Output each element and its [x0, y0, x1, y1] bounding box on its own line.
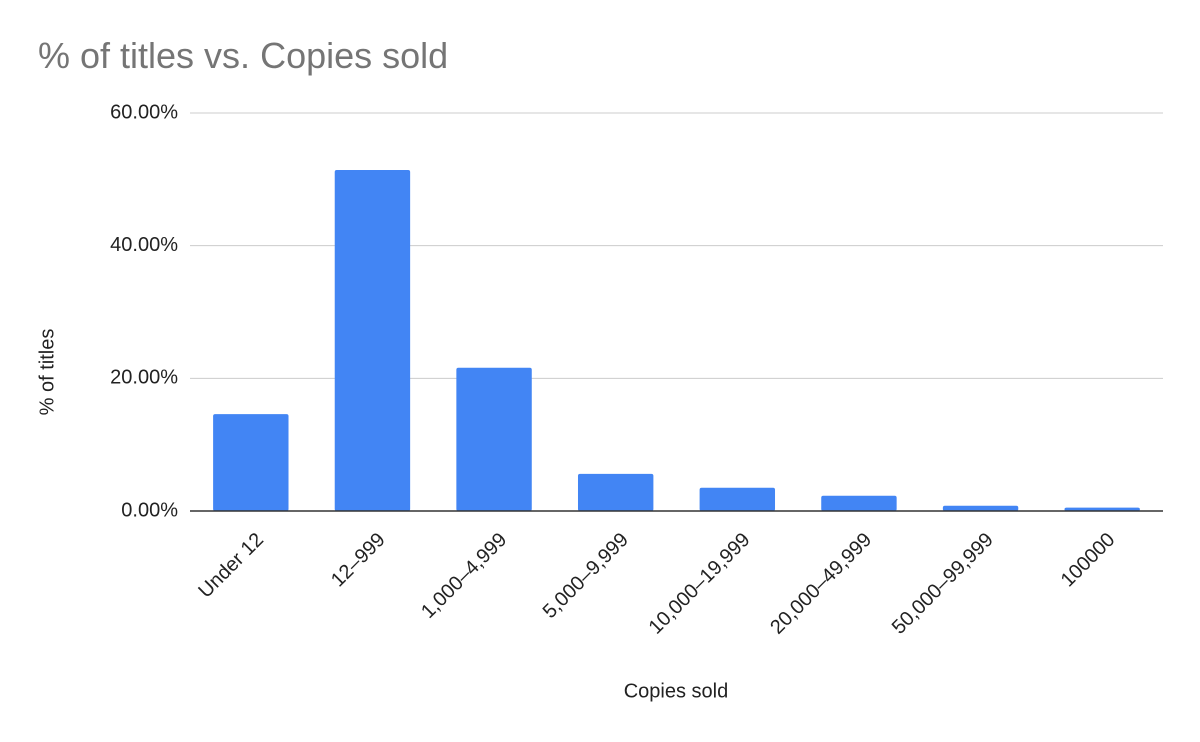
x-tick-label: 12–999	[327, 529, 390, 592]
bar	[699, 487, 776, 511]
x-tick-label: Under 12	[194, 529, 268, 603]
chart-title: % of titles vs. Copies sold	[38, 35, 448, 76]
y-tick-label: 40.00%	[110, 234, 178, 256]
bar	[213, 414, 289, 511]
x-tick-label: 20,000–49,999	[766, 529, 876, 639]
bar	[942, 505, 1019, 511]
x-tick-label: 100000	[1057, 529, 1120, 592]
bar	[334, 170, 411, 511]
y-tick-label: 0.00%	[121, 499, 178, 521]
x-tick-label: 10,000–19,999	[645, 529, 755, 639]
x-tick-label: 50,000–99,999	[888, 529, 998, 639]
bar	[1064, 507, 1140, 511]
bar	[577, 473, 654, 511]
y-axis-title: % of titles	[36, 329, 58, 416]
y-tick-label: 60.00%	[110, 101, 178, 123]
bar	[456, 367, 532, 511]
x-axis-title: Copies sold	[624, 680, 729, 702]
x-tick-label: 1,000–4,999	[417, 529, 511, 623]
y-tick-label: 20.00%	[110, 367, 178, 389]
bar	[821, 495, 897, 511]
x-tick-label: 5,000–9,999	[539, 529, 633, 623]
